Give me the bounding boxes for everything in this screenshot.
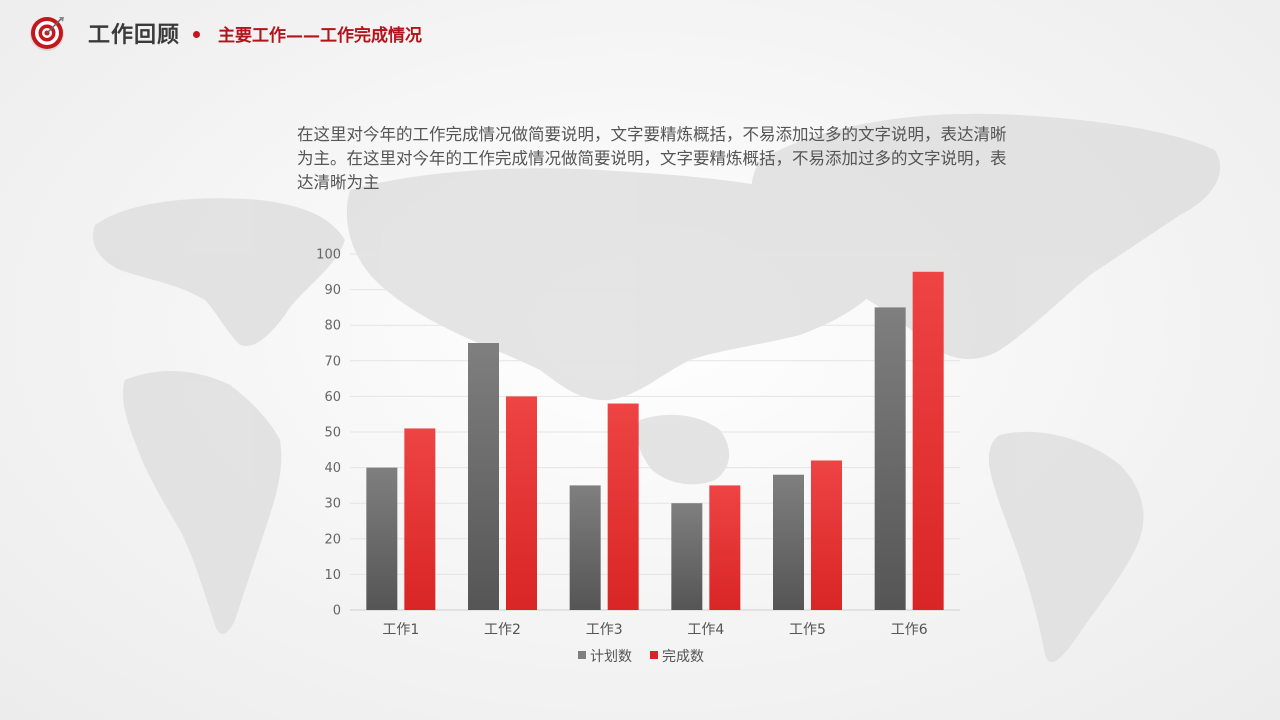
y-tick-label: 90 (324, 283, 341, 298)
y-tick-label: 0 (333, 604, 341, 619)
y-tick-label: 70 (324, 354, 341, 369)
bar-plan-3 (569, 485, 601, 610)
bars (366, 271, 944, 610)
x-category-label: 工作1 (382, 622, 419, 638)
header: 工作回顾 主要工作——工作完成情况 (0, 0, 1280, 70)
bar-done-2 (506, 396, 537, 610)
bar-done-6 (912, 271, 944, 610)
y-tick-label: 10 (324, 568, 341, 583)
legend: 计划数 完成数 (578, 649, 704, 665)
description-text: 在这里对今年的工作完成情况做简要说明，文字要精炼概括，不易添加过多的文字说明，表… (297, 125, 1007, 192)
x-category-label: 工作2 (484, 622, 521, 638)
bar-done-5 (811, 460, 842, 610)
x-category-label: 工作5 (789, 622, 826, 638)
bar-plan-6 (874, 307, 906, 610)
bar-plan-2 (468, 343, 499, 610)
y-tick-label: 80 (324, 319, 341, 334)
legend-swatch (650, 651, 658, 659)
x-category-label: 工作3 (586, 622, 623, 638)
y-tick-label: 30 (324, 497, 341, 512)
y-tick-label: 20 (324, 532, 341, 547)
bar-done-4 (709, 485, 741, 610)
bar-plan-5 (773, 474, 804, 610)
y-tick-label: 40 (324, 461, 341, 476)
legend-label: 计划数 (590, 649, 632, 665)
bar-plan-4 (671, 503, 703, 610)
bar-done-3 (607, 403, 639, 610)
legend-swatch (578, 651, 586, 659)
y-axis-ticks: 0 10 20 30 40 50 60 70 80 90 100 (316, 248, 341, 619)
page-subtitle: 主要工作——工作完成情况 (218, 26, 422, 46)
bar-plan-1 (366, 467, 398, 610)
title-separator-dot (193, 31, 200, 38)
x-category-label: 工作4 (687, 622, 724, 638)
y-tick-label: 50 (324, 426, 341, 441)
target-icon (30, 17, 64, 51)
x-category-label: 工作6 (891, 622, 928, 638)
legend-label: 完成数 (662, 649, 704, 665)
y-tick-label: 100 (316, 248, 341, 263)
grid-lines (350, 253, 960, 611)
y-tick-label: 60 (324, 390, 341, 405)
page-title: 工作回顾 (88, 23, 181, 48)
x-axis-labels: 工作1 工作2 工作3 工作4 工作5 工作6 (382, 622, 927, 638)
bar-done-1 (404, 428, 436, 610)
